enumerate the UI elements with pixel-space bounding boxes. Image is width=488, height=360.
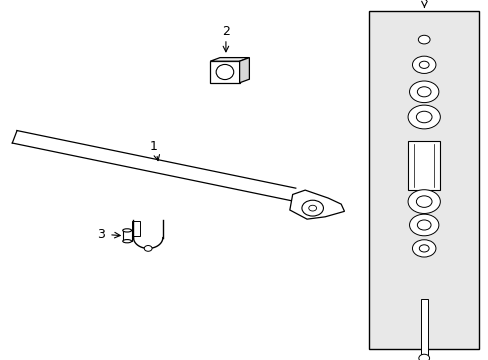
Circle shape [409,214,438,236]
Circle shape [301,200,323,216]
Text: 2: 2 [222,25,229,38]
Circle shape [415,111,431,123]
Circle shape [407,105,440,129]
Circle shape [417,87,430,97]
Text: 3: 3 [97,228,105,241]
Text: 1: 1 [150,140,158,153]
Text: 4: 4 [420,0,427,4]
Ellipse shape [122,229,131,232]
Circle shape [418,35,429,44]
Circle shape [418,354,429,360]
Circle shape [412,56,435,73]
Circle shape [407,190,440,213]
Circle shape [415,196,431,207]
Ellipse shape [216,64,233,80]
Bar [210,61,239,83]
Polygon shape [289,190,344,219]
Circle shape [409,81,438,103]
Bar [407,141,439,190]
Bar [368,11,478,349]
Circle shape [417,220,430,230]
Circle shape [419,61,428,68]
Polygon shape [239,58,249,83]
Circle shape [308,205,316,211]
Bar [122,230,131,241]
Circle shape [144,246,152,251]
Bar [131,221,140,236]
Bar [420,299,427,360]
Circle shape [412,240,435,257]
Ellipse shape [122,240,131,243]
Circle shape [419,245,428,252]
Polygon shape [210,58,249,61]
